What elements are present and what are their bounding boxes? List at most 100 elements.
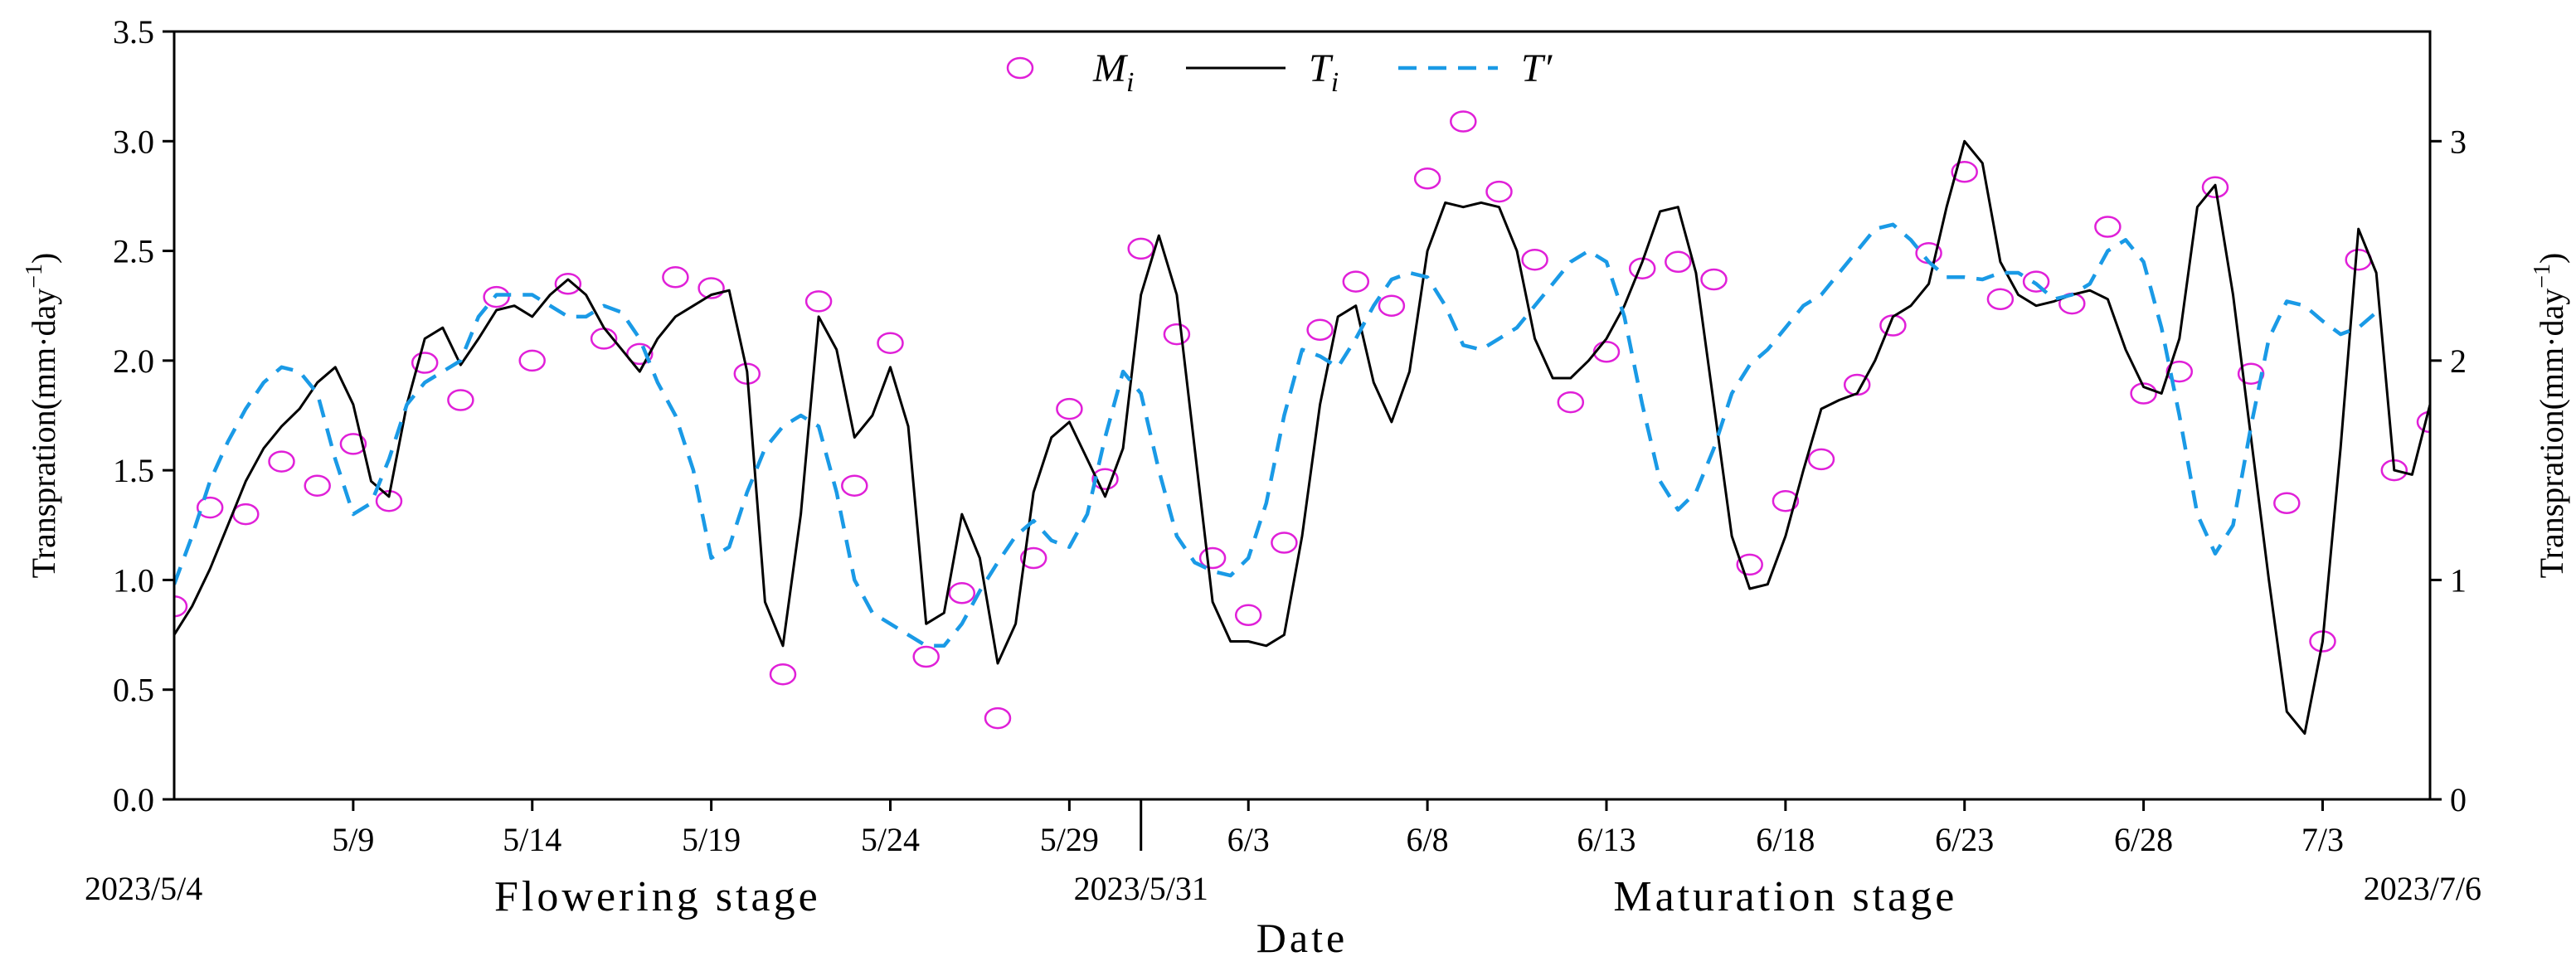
y-axis-title-right-close: ) <box>2533 253 2570 264</box>
x-tick-label-7: 6/13 <box>1577 821 1636 858</box>
mi-point-22 <box>948 582 976 604</box>
mi-point-54 <box>2094 216 2122 238</box>
mi-point-27 <box>1127 237 1154 260</box>
stage-label-1: Maturation stage <box>1613 873 1957 920</box>
mi-point-40 <box>1592 341 1621 363</box>
plot-frame <box>173 30 2432 801</box>
legend-tprime-label: T′ <box>1521 46 1553 90</box>
mi-point-8 <box>447 389 474 411</box>
mi-point-9 <box>483 285 510 308</box>
plot-marks <box>174 110 2430 736</box>
mi-point-25 <box>1056 397 1083 420</box>
mi-point-29 <box>1198 546 1227 570</box>
legend-ti-sub: i <box>1331 67 1339 98</box>
y-axis-title-left: Transpration(mm·day−1) <box>22 253 62 579</box>
mi-point-56 <box>2165 360 2194 383</box>
legend-mi-sub: i <box>1126 67 1134 98</box>
mi-point-33 <box>1342 270 1370 293</box>
mi-point-28 <box>1163 323 1191 346</box>
x-axis-title: Date <box>1256 915 1348 961</box>
date-marker-0: 2023/5/4 <box>85 870 202 907</box>
mi-point-0 <box>174 595 188 618</box>
mi-point-37 <box>1485 180 1513 203</box>
mi-point-5 <box>339 433 367 455</box>
y-right-tick-label-1: 1 <box>2450 561 2467 599</box>
x-tick-label-8: 6/18 <box>1756 821 1815 858</box>
mi-point-3 <box>268 450 295 473</box>
date-marker-1: 2023/5/31 <box>1074 870 1208 907</box>
mi-point-13 <box>626 342 654 366</box>
x-tick-label-10: 6/28 <box>2114 821 2173 858</box>
y-axis-title-left-close: ) <box>25 253 62 264</box>
y-left-tick-label-3: 1.5 <box>113 452 154 489</box>
mi-point-59 <box>2273 492 2301 515</box>
y-left-tick-label-5: 2.5 <box>113 233 154 270</box>
y-axis-title-right-main: Transpration(mm·day <box>2533 289 2570 579</box>
y-right-tick-label-3: 3 <box>2450 123 2467 160</box>
y-right-tick-label-0: 0 <box>2450 781 2467 818</box>
axes: 0.0 0.5 1.0 1.5 2.0 2.5 3.0 3.5 0 1 2 3 5/9 5/14 5/19 5… <box>113 13 2467 858</box>
mi-point-32 <box>1306 318 1334 342</box>
mi-point-26 <box>1091 468 1119 490</box>
y-left-tick-label-7: 3.5 <box>113 13 154 51</box>
mi-point-57 <box>2201 176 2229 199</box>
y-left-tick-label-0: 0.0 <box>113 781 154 818</box>
y-axis-title-left-main: Transpration(mm·day <box>25 289 62 579</box>
mi-point-17 <box>769 663 797 686</box>
mi-point-55 <box>2130 382 2157 405</box>
series-Mi-markers <box>174 110 2430 730</box>
y-axis-title-left-sup: −1 <box>22 264 47 289</box>
mi-point-18 <box>804 290 833 313</box>
stage-label-0: Flowering stage <box>494 873 821 920</box>
mi-point-43 <box>1700 268 1728 291</box>
mi-point-63 <box>2416 410 2430 434</box>
legend-mi-label: Mi <box>1092 46 1134 98</box>
mi-point-35 <box>1413 167 1441 190</box>
mi-point-30 <box>1234 604 1262 627</box>
mi-point-46 <box>1807 448 1835 471</box>
labels: 2023/5/4 2023/5/31 2023/7/6 Flowering stage… <box>22 253 2570 961</box>
x-tick-label-9: 6/23 <box>1935 821 1994 858</box>
y-left-tick-label-1: 0.5 <box>113 672 154 709</box>
x-tick-label-6: 6/8 <box>1407 821 1449 858</box>
mi-point-21 <box>912 645 940 668</box>
mi-point-31 <box>1271 532 1298 554</box>
mi-point-39 <box>1557 391 1585 414</box>
mi-point-1 <box>196 496 224 519</box>
y-axis-title-right-sup: −1 <box>2530 264 2555 289</box>
mi-point-7 <box>411 352 439 374</box>
legend-ti-label: Ti <box>1309 46 1339 98</box>
mi-point-44 <box>1736 553 1763 576</box>
y-left-tick-label-2: 1.0 <box>113 561 154 599</box>
mi-point-51 <box>1986 288 2015 311</box>
x-tick-label-11: 7/3 <box>2301 821 2344 858</box>
y-axis-title-right: Transpration(mm·day−1) <box>2530 253 2570 579</box>
x-tick-label-0: 5/9 <box>332 821 374 858</box>
mi-point-45 <box>1772 489 1800 512</box>
x-tick-label-4: 5/29 <box>1040 821 1099 858</box>
mi-point-50 <box>1951 161 1978 183</box>
mi-point-34 <box>1378 294 1406 317</box>
mi-point-42 <box>1665 250 1692 274</box>
legend-mi-marker <box>1006 56 1034 80</box>
x-tick-label-3: 5/24 <box>861 821 920 858</box>
series-line-ti <box>174 139 2430 736</box>
mi-point-36 <box>1450 110 1477 133</box>
mi-point-24 <box>1019 546 1047 570</box>
series-line-t-prime <box>174 222 2378 648</box>
mi-point-52 <box>2022 270 2050 293</box>
mi-point-19 <box>841 474 868 497</box>
y-left-tick-label-4: 2.0 <box>113 342 154 380</box>
x-tick-label-1: 5/14 <box>503 821 561 858</box>
mi-point-38 <box>1521 248 1548 271</box>
mi-point-20 <box>877 332 904 354</box>
x-tick-label-2: 5/19 <box>682 821 741 858</box>
mi-point-2 <box>232 502 260 526</box>
y-right-tick-label-2: 2 <box>2450 342 2467 380</box>
y-left-tick-label-6: 3.0 <box>113 123 154 160</box>
mi-point-14 <box>662 266 689 289</box>
x-tick-label-5: 6/3 <box>1227 821 1270 858</box>
mi-point-4 <box>304 474 331 497</box>
mi-point-10 <box>518 349 546 372</box>
